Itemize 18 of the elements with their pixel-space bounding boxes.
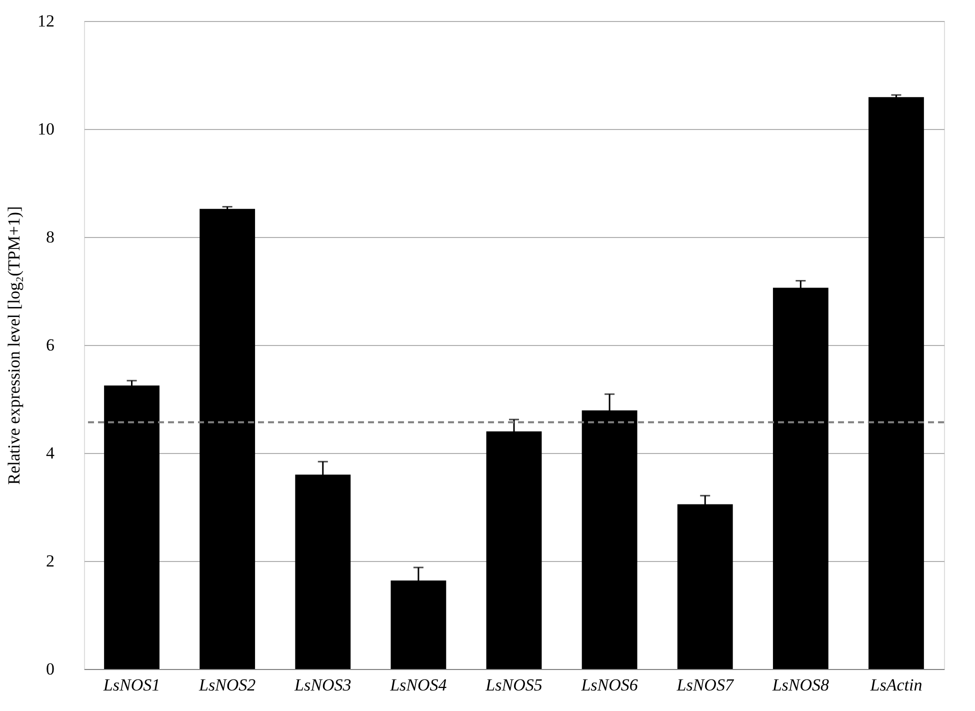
x-tick-label: LsActin [869,676,922,694]
x-tick-label: LsNOS4 [389,676,448,694]
y-axis-title: Relative expression level [log₂(TPM+1)] [4,206,24,485]
x-tick-label: LsNOS3 [294,676,352,694]
x-tick-label: LsNOS8 [771,676,830,694]
x-tick-label: LsNOS1 [102,676,160,694]
y-tick-label: 4 [46,444,55,462]
x-tick-label: LsNOS7 [676,676,735,694]
bar [104,386,160,669]
x-tick-label: LsNOS2 [198,676,256,694]
y-tick-label: 0 [46,660,54,678]
y-tick-label: 8 [46,228,54,246]
x-tick-label: LsNOS5 [484,676,542,694]
y-tick-label: 2 [46,552,54,570]
y-tick-label: 12 [38,12,54,30]
x-tick-label: LsNOS6 [580,676,638,694]
y-tick-label: 6 [46,336,54,354]
y-tick-label: 10 [38,120,54,138]
